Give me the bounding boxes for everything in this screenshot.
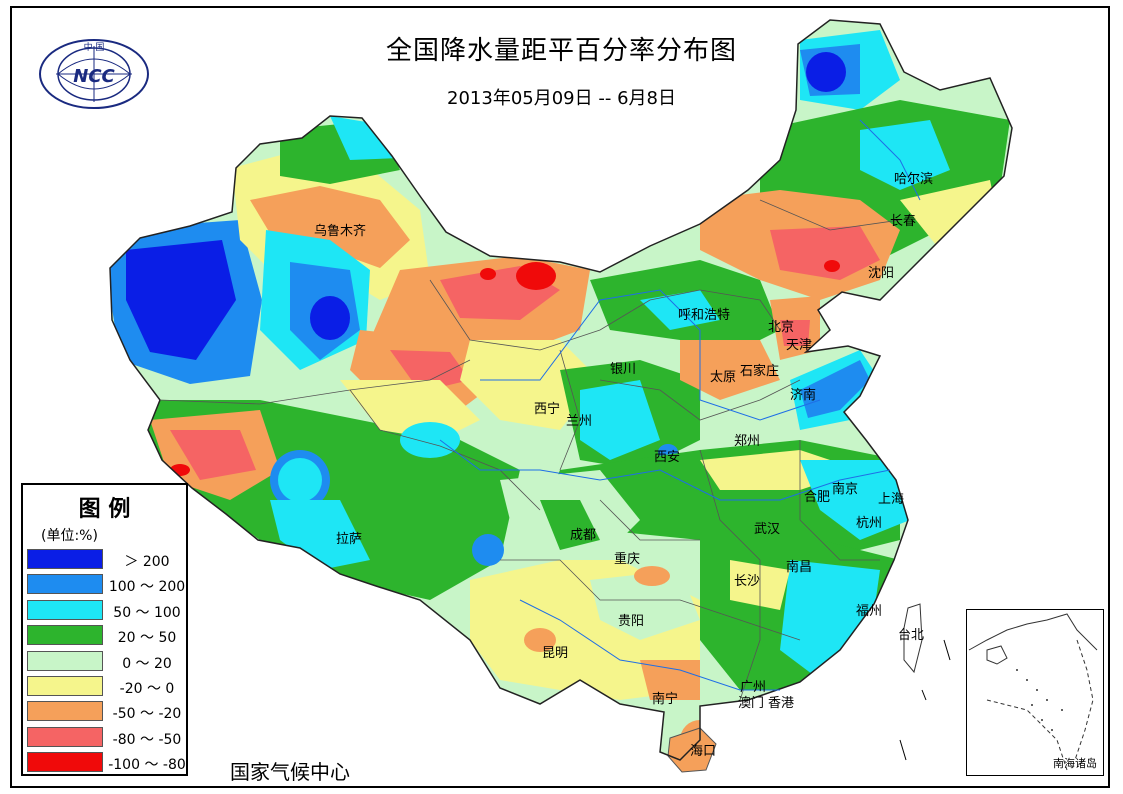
inset-label: 南海诸岛 (1053, 757, 1097, 770)
city-label: 广州 (740, 680, 767, 695)
legend: 图 例 (单位:%) ＞ 200 100 ～ 200 50 ～ 100 20 ～ 50… (21, 483, 188, 776)
city-label: 银川 (610, 362, 637, 377)
city-label: 西安 (654, 450, 681, 465)
city-label: 北京 (768, 320, 795, 335)
logo-text: NCC (73, 66, 115, 87)
city-label: 重庆 (614, 552, 641, 567)
legend-swatch (27, 676, 103, 696)
legend-label: -50 ～ -20 (112, 706, 182, 723)
legend-label: 0 ～ 20 (122, 655, 172, 672)
city-label: 杭州 (856, 516, 883, 531)
city-label: 福州 (856, 604, 883, 619)
legend-swatch (27, 752, 103, 773)
legend-label: -80 ～ -50 (112, 731, 182, 748)
legend-label: -100 ～ -80 (108, 757, 186, 774)
legend-swatch (27, 726, 103, 747)
legend-label: -20 ～ 0 (119, 681, 175, 697)
city-label: 天津 (786, 338, 813, 353)
legend-item: -50 ～ -20 (27, 701, 187, 723)
city-label: 哈尔滨 (894, 172, 934, 187)
city-label: 乌鲁木齐 (314, 224, 367, 239)
legend-swatch (27, 625, 103, 646)
city-label: 南宁 (652, 692, 679, 707)
city-label: 海口 (690, 744, 717, 759)
legend-item: 50 ～ 100 (27, 599, 187, 622)
city-label: 昆明 (542, 646, 569, 661)
legend-label: 50 ～ 100 (113, 604, 181, 621)
city-label: 成都 (570, 528, 597, 543)
city-label: 长春 (890, 214, 917, 229)
city-label: 太原 (710, 370, 737, 385)
legend-swatch (27, 701, 103, 722)
map-subtitle: 2013年05月09日 -- 6月8日 (447, 88, 676, 109)
city-label: 石家庄 (740, 364, 780, 379)
city-label: 香港 (768, 696, 795, 711)
city-label: 合肥 (804, 490, 831, 505)
city-label: 武汉 (754, 522, 781, 537)
city-label: 澳门 (738, 696, 765, 711)
inset-map (968, 613, 1098, 771)
ncc-logo-icon: NCC 中 国 (39, 39, 149, 109)
legend-swatch (27, 599, 103, 620)
city-label: 南昌 (786, 560, 813, 575)
city-label: 长沙 (734, 574, 761, 589)
south-china-sea-inset: 南海诸岛 (966, 609, 1104, 776)
logo-top-text: 中 国 (84, 41, 105, 53)
city-label: 贵阳 (618, 614, 645, 629)
city-label: 拉萨 (336, 532, 363, 547)
city-label: 济南 (790, 388, 817, 403)
legend-item: 20 ～ 50 (27, 625, 187, 647)
legend-item: ＞ 200 (27, 549, 187, 571)
legend-swatch (27, 650, 103, 671)
city-label: 西宁 (534, 402, 561, 417)
city-label: 郑州 (734, 434, 761, 449)
legend-swatch (27, 549, 103, 569)
city-label: 沈阳 (868, 266, 895, 281)
legend-item: -20 ～ 0 (27, 676, 187, 698)
legend-label: ＞ 200 (124, 554, 170, 570)
organization-name: 国家气候中心 (230, 760, 350, 784)
city-label: 上海 (878, 492, 905, 507)
legend-item: -100 ～ -80 (27, 752, 187, 774)
legend-label: 100 ～ 200 (108, 579, 186, 596)
legend-swatch (27, 574, 103, 595)
legend-unit: (单位:%) (41, 528, 98, 544)
city-label: 南京 (832, 482, 859, 497)
legend-title: 图 例 (78, 497, 131, 522)
legend-item: 100 ～ 200 (27, 574, 187, 596)
city-label: 台北 (898, 628, 925, 643)
legend-item: 0 ～ 20 (27, 650, 187, 673)
legend-item: -80 ～ -50 (27, 726, 187, 749)
city-label: 呼和浩特 (678, 308, 731, 323)
city-label: 兰州 (566, 414, 593, 429)
map-title: 全国降水量距平百分率分布图 (385, 36, 737, 66)
legend-label: 20 ～ 50 (117, 630, 177, 647)
